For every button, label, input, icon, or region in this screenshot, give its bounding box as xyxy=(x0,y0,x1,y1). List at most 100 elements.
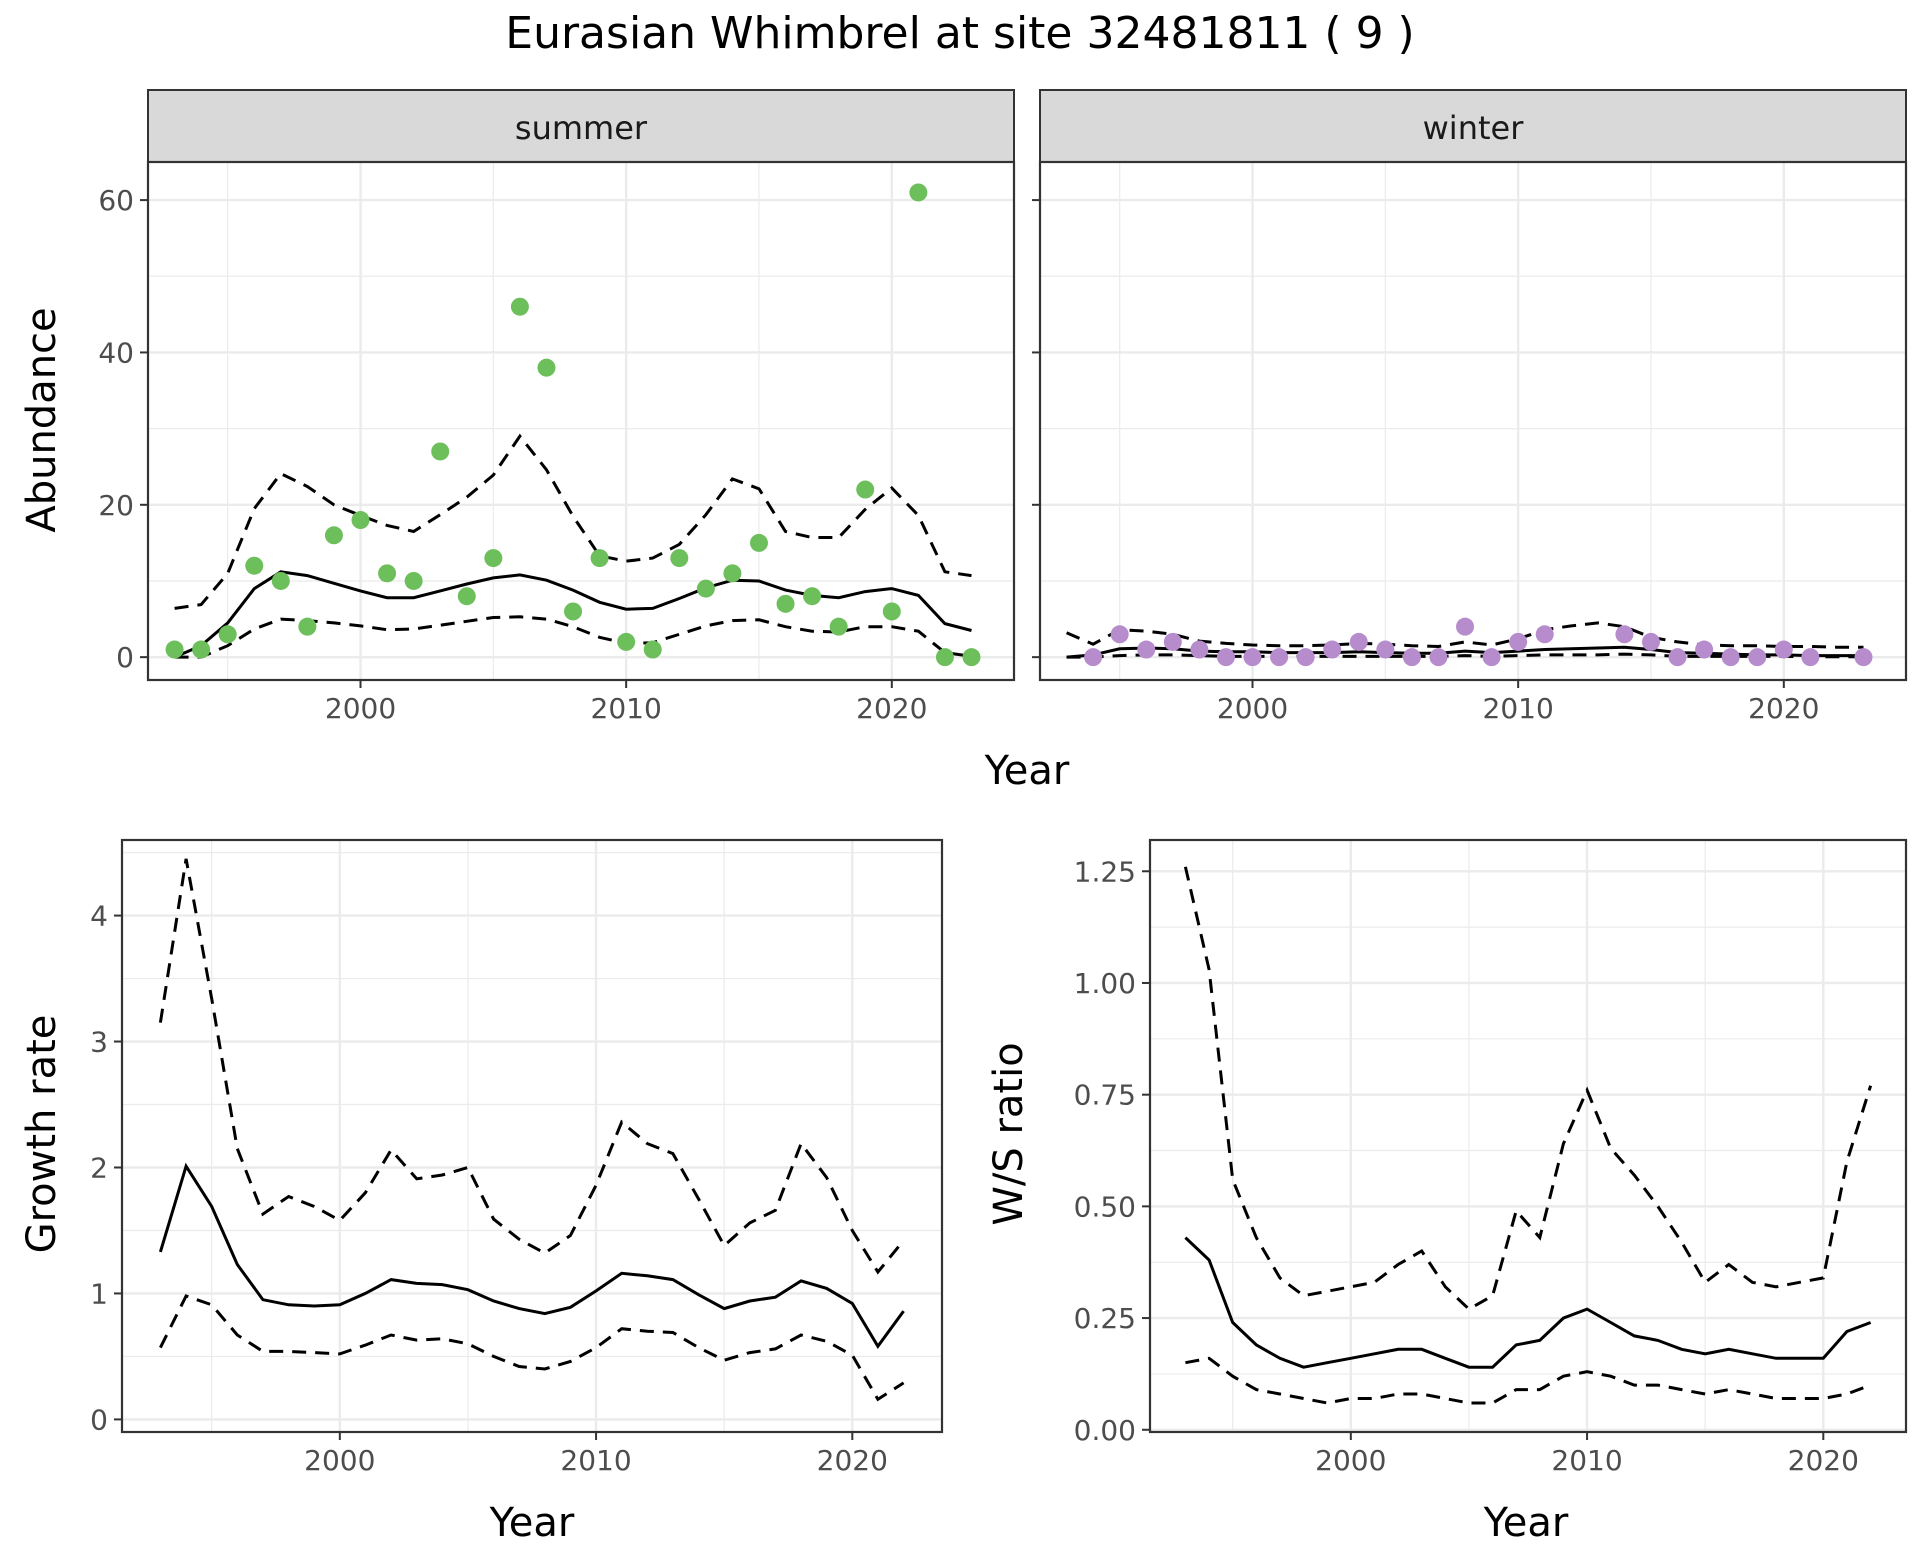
winter-data-point xyxy=(1270,648,1289,667)
y-axis-title-abundance: Abundance xyxy=(19,307,65,532)
growth-rate-y-tick-label: 3 xyxy=(90,1026,108,1059)
summer-data-point xyxy=(723,564,742,583)
ws-ratio-y-tick-label: 0.00 xyxy=(1074,1414,1136,1447)
winter-data-point xyxy=(1296,648,1315,667)
summer-data-point xyxy=(457,587,476,606)
growth-rate-y-tick-label: 1 xyxy=(90,1277,108,1310)
ws-ratio-plot-area xyxy=(1150,840,1906,1432)
summer-data-point xyxy=(165,640,184,659)
summer-data-point xyxy=(803,587,822,606)
winter-data-point xyxy=(1668,648,1687,667)
ws-ratio-mean-line xyxy=(1184,1236,1872,1369)
winter-x-tick-label: 2000 xyxy=(1217,692,1288,725)
winter-x-tick-label: 2020 xyxy=(1748,692,1819,725)
figure-title: Eurasian Whimbrel at site 32481811 ( 9 ) xyxy=(505,8,1414,59)
summer-data-point xyxy=(829,617,848,636)
summer-data-point xyxy=(749,533,768,552)
growth-rate-upper-line xyxy=(158,858,905,1275)
summer-x-tick-label: 2000 xyxy=(325,692,396,725)
growth-rate-plot-area xyxy=(122,840,942,1432)
summer-data-point xyxy=(298,617,317,636)
summer-data-point xyxy=(218,625,237,644)
growth-rate-y-tick-label: 0 xyxy=(90,1403,108,1436)
winter-data-point xyxy=(1748,648,1767,667)
winter-data-point xyxy=(1137,640,1156,659)
ws-ratio-y-tick-label: 0.25 xyxy=(1074,1302,1136,1335)
growth-rate-mean-line xyxy=(158,1162,905,1350)
summer-data-point xyxy=(856,480,875,499)
summer-y-tick-label: 40 xyxy=(98,336,134,369)
y-axis-title-ws-ratio: W/S ratio xyxy=(986,1042,1032,1225)
winter-data-point xyxy=(1695,640,1714,659)
summer-data-point xyxy=(962,648,981,667)
winter-data-point xyxy=(1456,617,1475,636)
facet-strip-summer: summer xyxy=(147,89,1015,163)
growth-rate-y-tick-label: 2 xyxy=(90,1151,108,1184)
summer-data-point xyxy=(431,442,450,461)
summer-data-point xyxy=(617,632,636,651)
winter-data-point xyxy=(1721,648,1740,667)
winter-data-point xyxy=(1084,648,1103,667)
summer-data-point xyxy=(271,571,290,590)
summer-data-point xyxy=(564,602,583,621)
winter-plot-area xyxy=(1040,162,1906,680)
summer-data-point xyxy=(324,526,343,545)
summer-x-tick-label: 2010 xyxy=(591,692,662,725)
summer-data-point xyxy=(484,549,503,568)
growth-rate-lower-line xyxy=(159,1294,905,1402)
winter-data-point xyxy=(1402,648,1421,667)
summer-data-point xyxy=(935,648,954,667)
growth-rate-x-tick-label: 2010 xyxy=(560,1444,631,1477)
growth-rate-panel-border xyxy=(120,838,944,1434)
summer-data-point xyxy=(192,640,211,659)
winter-data-point xyxy=(1482,648,1501,667)
winter-panel-border xyxy=(1038,160,1908,682)
summer-data-point xyxy=(909,183,928,202)
winter-data-point xyxy=(1110,625,1129,644)
summer-y-tick-label: 0 xyxy=(116,641,134,674)
summer-data-point xyxy=(776,594,795,613)
facet-label-summer: summer xyxy=(515,109,648,147)
ws-ratio-y-tick-label: 1.00 xyxy=(1074,967,1136,1000)
summer-y-tick-label: 60 xyxy=(98,184,134,217)
winter-data-point xyxy=(1509,632,1528,651)
winter-data-point xyxy=(1376,640,1395,659)
summer-y-tick-label: 20 xyxy=(98,489,134,522)
winter-data-point xyxy=(1190,640,1209,659)
x-axis-title-ws-ratio: Year xyxy=(1483,1500,1569,1546)
winter-data-point xyxy=(1615,625,1634,644)
facet-label-winter: winter xyxy=(1423,109,1525,147)
ws-ratio-y-tick-label: 0.75 xyxy=(1074,1079,1136,1112)
y-axis-title-growth-rate: Growth rate xyxy=(19,1015,65,1254)
winter-x-tick-label: 2010 xyxy=(1483,692,1554,725)
summer-data-point xyxy=(351,511,370,530)
winter-data-point xyxy=(1854,648,1873,667)
summer-data-point xyxy=(643,640,662,659)
winter-data-point xyxy=(1243,648,1262,667)
x-axis-title-growth-rate: Year xyxy=(489,1500,575,1546)
ws-ratio-y-tick-label: 0.50 xyxy=(1074,1190,1136,1223)
growth-rate-y-tick-label: 4 xyxy=(90,900,108,933)
winter-data-point xyxy=(1535,625,1554,644)
winter-data-point xyxy=(1349,632,1368,651)
panel-growth-rate: 2000 2010 2020 0 1 2 3 4 xyxy=(90,838,944,1477)
summer-data-point xyxy=(404,571,423,590)
summer-data-point xyxy=(510,297,529,316)
winter-data-point xyxy=(1323,640,1342,659)
x-axis-title-abundance: Year xyxy=(984,748,1070,794)
summer-data-point xyxy=(882,602,901,621)
growth-rate-x-tick-label: 2000 xyxy=(304,1444,375,1477)
ws-ratio-y-tick-label: 1.25 xyxy=(1074,855,1136,888)
ws-ratio-x-tick-label: 2000 xyxy=(1315,1444,1386,1477)
growth-rate-x-tick-label: 2020 xyxy=(817,1444,888,1477)
summer-panel-border xyxy=(146,160,1016,682)
summer-upper-bound-line xyxy=(174,433,972,610)
panel-ws-ratio: 2000 2010 2020 0.00 0.25 0.50 0.75 1.00 1.25 xyxy=(1074,838,1908,1477)
winter-data-point xyxy=(1801,648,1820,667)
winter-data-point xyxy=(1774,640,1793,659)
winter-data-point xyxy=(1216,648,1235,667)
summer-data-point xyxy=(378,564,397,583)
summer-data-point xyxy=(245,556,264,575)
panel-winter: 2000 2010 2020 xyxy=(1032,160,1908,725)
